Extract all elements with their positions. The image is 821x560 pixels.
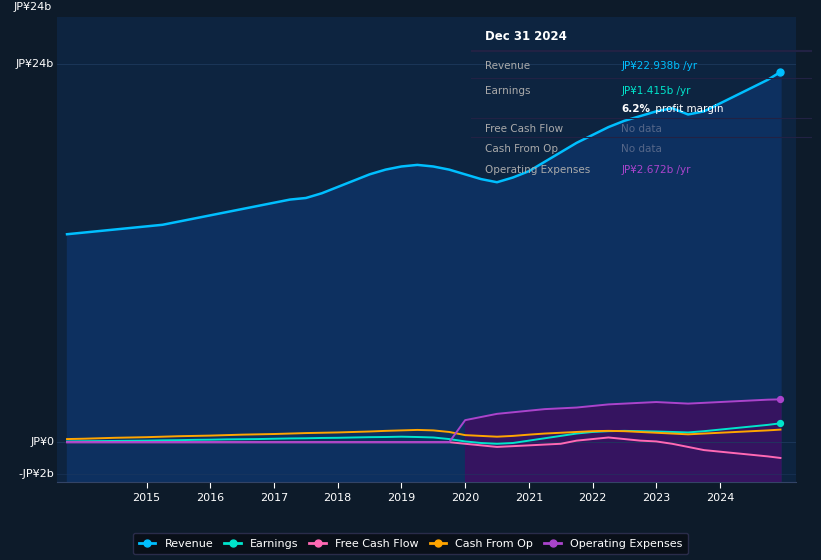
Text: No data: No data: [621, 124, 662, 134]
Text: Revenue: Revenue: [485, 62, 530, 71]
Text: JP¥24b: JP¥24b: [13, 2, 52, 12]
Text: -JP¥2b: -JP¥2b: [19, 469, 54, 479]
Text: JP¥1.415b /yr: JP¥1.415b /yr: [621, 86, 690, 96]
Text: Dec 31 2024: Dec 31 2024: [485, 30, 566, 43]
Text: No data: No data: [621, 144, 662, 154]
Text: JP¥0: JP¥0: [30, 437, 54, 447]
Text: Cash From Op: Cash From Op: [485, 144, 558, 154]
Text: Operating Expenses: Operating Expenses: [485, 165, 590, 175]
Point: [774, 395, 787, 404]
Point: [774, 419, 787, 428]
Text: JP¥2.672b /yr: JP¥2.672b /yr: [621, 165, 690, 175]
Point: [774, 67, 787, 76]
Text: JP¥24b: JP¥24b: [16, 59, 54, 69]
Text: Earnings: Earnings: [485, 86, 530, 96]
Text: 6.2%: 6.2%: [621, 104, 650, 114]
Text: profit margin: profit margin: [652, 104, 723, 114]
Text: Free Cash Flow: Free Cash Flow: [485, 124, 563, 134]
Legend: Revenue, Earnings, Free Cash Flow, Cash From Op, Operating Expenses: Revenue, Earnings, Free Cash Flow, Cash …: [133, 533, 688, 554]
Text: JP¥22.938b /yr: JP¥22.938b /yr: [621, 62, 697, 71]
